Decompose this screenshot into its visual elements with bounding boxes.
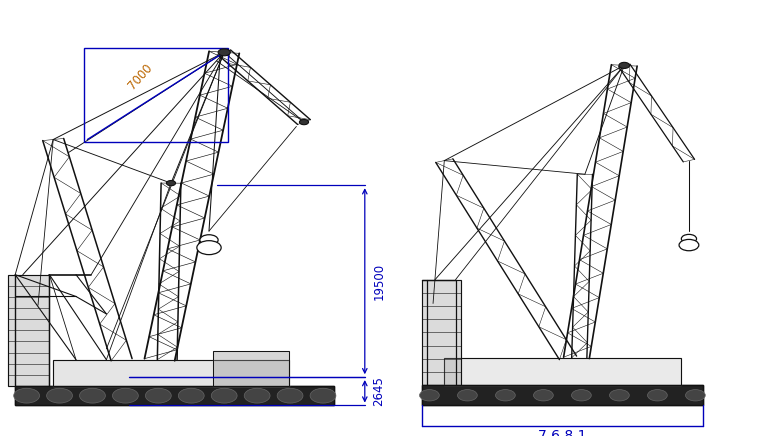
Text: 19500: 19500 — [372, 262, 385, 300]
Circle shape — [572, 390, 591, 401]
Circle shape — [610, 390, 629, 401]
Circle shape — [310, 388, 336, 403]
Bar — [15, 386, 334, 405]
Circle shape — [46, 388, 72, 403]
Text: 7000: 7000 — [126, 61, 155, 92]
Circle shape — [682, 235, 697, 243]
Bar — [445, 358, 680, 385]
Text: 2645: 2645 — [372, 376, 385, 406]
Circle shape — [200, 235, 218, 245]
Circle shape — [80, 388, 106, 403]
Circle shape — [420, 390, 439, 401]
Circle shape — [244, 388, 270, 403]
Polygon shape — [8, 275, 49, 386]
Circle shape — [179, 388, 204, 403]
Circle shape — [686, 390, 705, 401]
Polygon shape — [422, 279, 461, 385]
Circle shape — [679, 239, 699, 251]
Circle shape — [277, 388, 303, 403]
Polygon shape — [15, 386, 334, 405]
Bar — [213, 351, 289, 386]
Bar — [422, 279, 461, 385]
Polygon shape — [422, 385, 703, 405]
Bar — [8, 275, 49, 386]
Bar — [53, 360, 289, 386]
Polygon shape — [53, 360, 289, 386]
Circle shape — [458, 390, 477, 401]
Circle shape — [299, 119, 309, 125]
Circle shape — [218, 49, 230, 56]
Circle shape — [166, 181, 176, 186]
Circle shape — [648, 390, 667, 401]
Circle shape — [619, 62, 629, 68]
Polygon shape — [445, 358, 680, 385]
Circle shape — [496, 390, 515, 401]
Polygon shape — [213, 351, 289, 386]
Bar — [422, 385, 703, 405]
Circle shape — [197, 241, 221, 255]
Circle shape — [14, 388, 40, 403]
Bar — [84, 48, 228, 142]
Circle shape — [211, 388, 237, 403]
Circle shape — [112, 388, 138, 403]
Circle shape — [534, 390, 553, 401]
Text: 7 6 8 1: 7 6 8 1 — [538, 429, 587, 436]
Circle shape — [145, 388, 171, 403]
